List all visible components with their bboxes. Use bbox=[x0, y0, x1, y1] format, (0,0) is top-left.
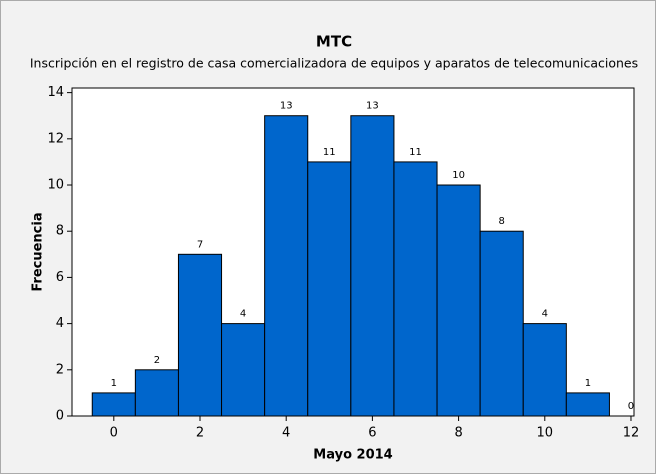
bar bbox=[350, 115, 395, 417]
bar bbox=[479, 230, 524, 417]
value-label: 4 bbox=[542, 309, 548, 320]
bar bbox=[221, 323, 266, 417]
y-tick-label: 14 bbox=[47, 85, 64, 100]
y-tick-label: 10 bbox=[47, 178, 64, 193]
bar bbox=[134, 369, 179, 417]
x-axis-label: Mayo 2014 bbox=[313, 448, 392, 463]
bar bbox=[522, 323, 567, 417]
bar bbox=[91, 392, 136, 417]
y-tick-label: 2 bbox=[56, 362, 64, 377]
x-tick-label: 12 bbox=[623, 426, 640, 441]
value-label: 1 bbox=[111, 378, 117, 389]
value-label: 8 bbox=[499, 216, 505, 227]
value-label: 1 bbox=[585, 378, 591, 389]
y-tick-label: 12 bbox=[47, 131, 64, 146]
value-label: 11 bbox=[409, 147, 422, 158]
y-tick-label: 8 bbox=[56, 224, 64, 239]
chart-title: MTC bbox=[316, 33, 352, 51]
x-tick-label: 8 bbox=[454, 426, 462, 441]
x-tick-label: 10 bbox=[537, 426, 554, 441]
value-label: 0 bbox=[628, 401, 634, 412]
y-tick-label: 4 bbox=[56, 316, 64, 331]
bar bbox=[177, 253, 223, 417]
bar bbox=[393, 161, 438, 417]
value-label: 4 bbox=[240, 309, 246, 320]
x-tick-label: 2 bbox=[196, 426, 204, 441]
value-label: 2 bbox=[154, 355, 160, 366]
chart-subtitle: Inscripción en el registro de casa comer… bbox=[30, 56, 638, 71]
y-axis-label: Frecuencia bbox=[31, 212, 46, 291]
x-tick-label: 6 bbox=[368, 426, 376, 441]
bar bbox=[264, 115, 309, 417]
value-label: 11 bbox=[323, 147, 336, 158]
bar bbox=[307, 161, 352, 417]
bar bbox=[565, 392, 610, 417]
value-label: 13 bbox=[366, 101, 379, 112]
x-tick-label: 4 bbox=[282, 426, 290, 441]
value-label: 13 bbox=[280, 101, 293, 112]
value-label: 10 bbox=[452, 170, 465, 181]
y-tick-label: 0 bbox=[56, 409, 64, 424]
bar bbox=[436, 184, 481, 417]
y-tick-label: 6 bbox=[56, 270, 64, 285]
value-label: 7 bbox=[197, 239, 203, 250]
x-tick-label: 0 bbox=[110, 426, 118, 441]
